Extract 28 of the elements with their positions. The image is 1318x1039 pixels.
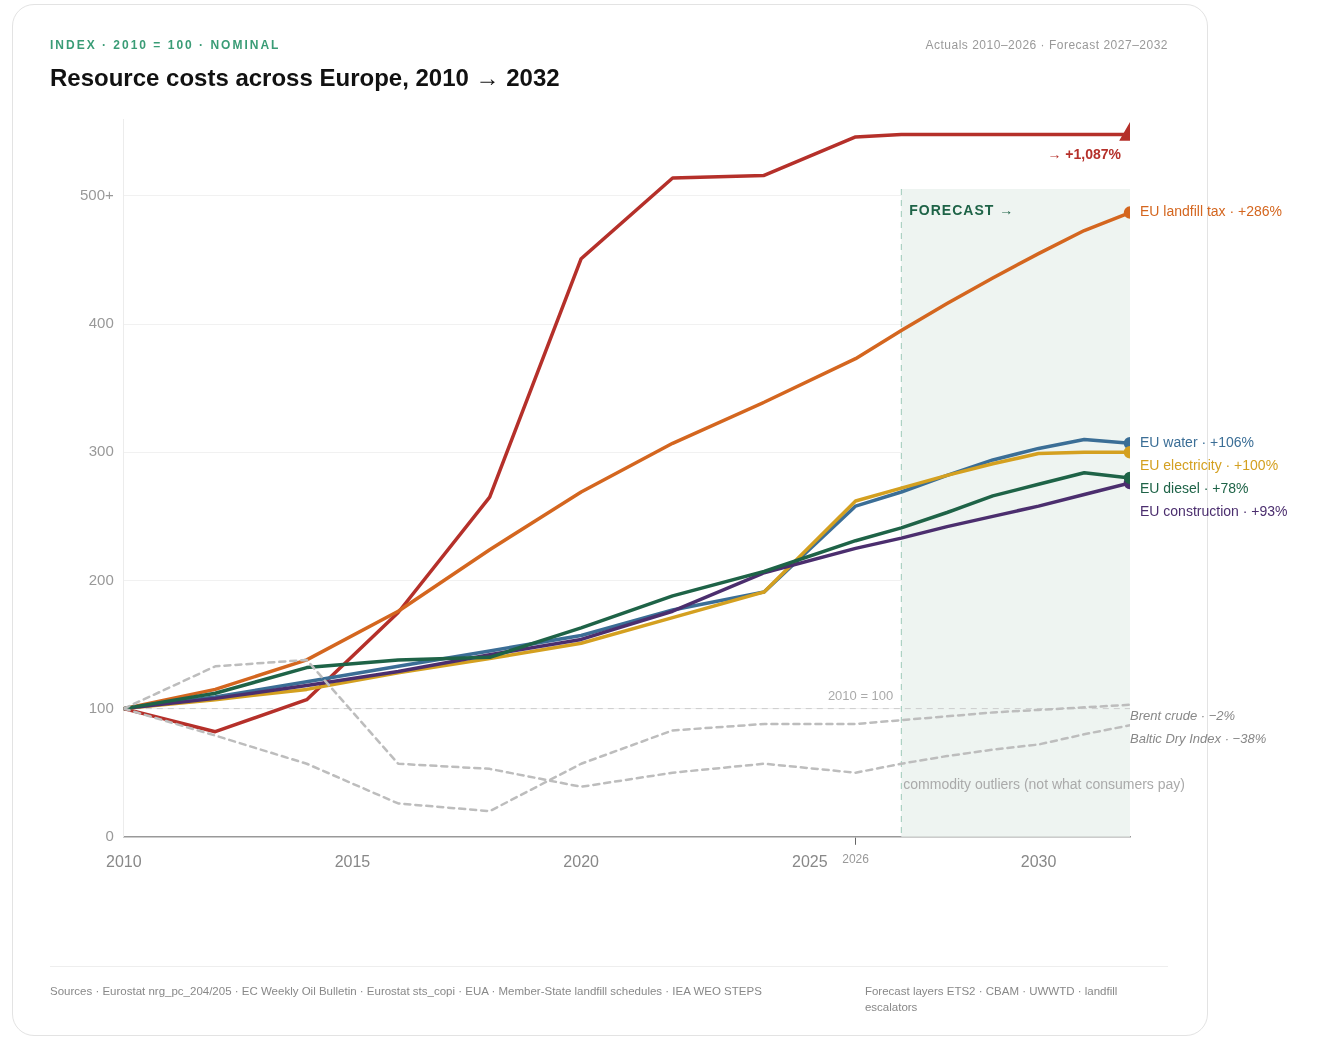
y-tick-label: 200 [88, 570, 114, 588]
series-label: EU landfill tax · +286% [1140, 203, 1283, 220]
chart-subtitle: INDEX · 2010 = 100 · NOMINAL [50, 38, 281, 52]
y-tick-label: 0 [105, 826, 114, 844]
x-tick-label: 2025 [792, 852, 828, 870]
x-tick-label: 2015 [334, 852, 371, 870]
series-label: EU diesel · +78% [1140, 480, 1249, 497]
text: Forecast layers ETS2 · CBAM · UWWTD · landfill escalators [864, 984, 1119, 1015]
x-tick-label: 2010 [105, 852, 142, 870]
series-label: Brent crude · −2% [1130, 708, 1236, 724]
x-tick-label: 2020 [563, 852, 600, 870]
y-tick-label: 300 [88, 442, 114, 460]
y-tick-label: 500+ [79, 186, 115, 204]
series-label: Baltic Dry Index · −38% [1130, 731, 1267, 747]
x-tick-label: 2030 [1020, 852, 1057, 870]
series-label: EU water · +106% [1140, 434, 1254, 451]
text: Actuals 2010–2026 · Forecast 2027–2032 [925, 38, 1168, 52]
annotation: → +1,087% [1047, 146, 1122, 163]
y-tick-label: 100 [88, 698, 114, 716]
series-label: EU construction · +93% [1140, 503, 1288, 520]
annotation: commodity outliers (not what consumers pay) [903, 776, 1185, 793]
y-tick-label: 400 [88, 314, 114, 332]
series-label: EU electricity · +100% [1140, 457, 1279, 474]
x-tick-label: 2026 [842, 852, 870, 867]
band-label: FORECAST → [909, 201, 1015, 218]
ref-line-label: 2010 = 100 [827, 687, 894, 703]
source-note: Sources · Eurostat nrg_pc_204/205 · EC Weekly Oil Bulletin · Eurostat sts_copi · EUA · Member-State landfill schedules · IEA WEO STEPS [50, 984, 763, 999]
chart-title: Resource costs across Europe, 2010 → 2032 [50, 64, 560, 92]
